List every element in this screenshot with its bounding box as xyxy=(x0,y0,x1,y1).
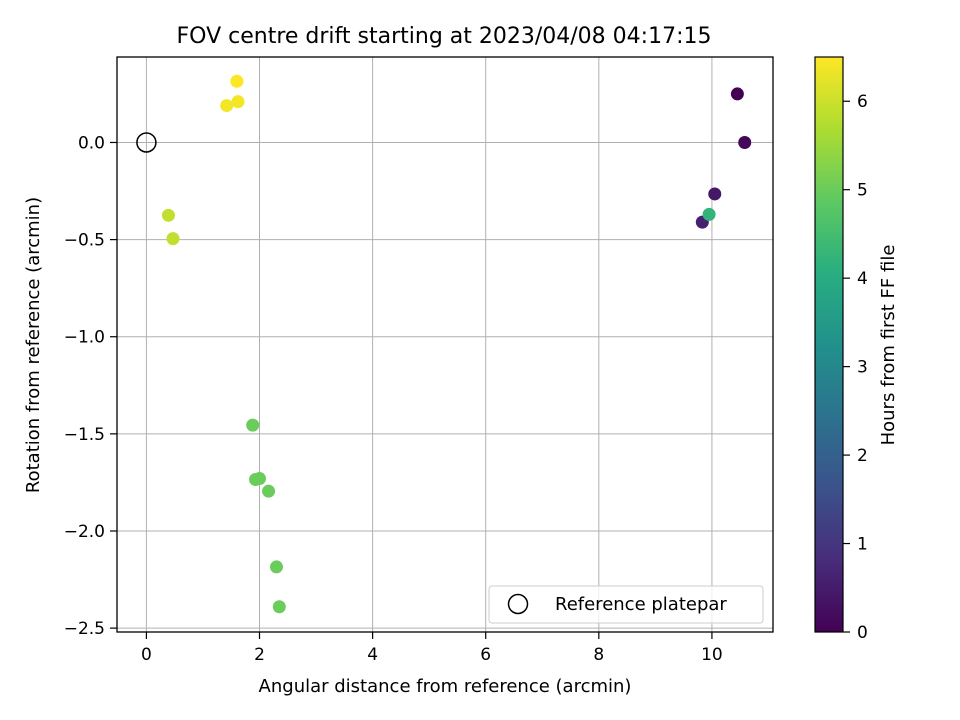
colorbar: 0 1 2 3 4 5 6 Hours from first FF file xyxy=(814,56,899,643)
data-point xyxy=(738,135,752,149)
grid-lines xyxy=(117,57,773,632)
data-point xyxy=(702,207,716,221)
colorbar-tick-label: 3 xyxy=(857,358,868,378)
x-axis-label: Angular distance from reference (arcmin) xyxy=(259,676,632,697)
y-tick-label: 0.0 xyxy=(78,133,105,153)
colorbar-tick-label: 5 xyxy=(857,181,868,201)
colorbar-gradient xyxy=(814,56,844,633)
y-tick-label: −1.5 xyxy=(64,425,105,445)
y-axis-ticks: 0.0 −0.5 −1.0 −1.5 −2.0 −2.5 xyxy=(64,133,117,639)
data-point xyxy=(246,418,260,432)
data-point xyxy=(269,560,283,574)
data-point xyxy=(220,99,234,113)
x-tick-label: 4 xyxy=(367,645,378,665)
colorbar-tick-label: 1 xyxy=(857,535,868,555)
x-axis-ticks: 0 2 4 6 8 10 xyxy=(141,632,723,665)
data-point xyxy=(230,74,244,88)
x-tick-label: 0 xyxy=(141,645,152,665)
data-point xyxy=(166,232,180,246)
y-tick-label: −2.5 xyxy=(64,619,105,639)
plot-frame xyxy=(116,56,774,633)
colorbar-tick-label: 2 xyxy=(857,446,868,466)
data-point xyxy=(231,95,245,109)
data-points xyxy=(161,74,752,614)
y-axis-label: Rotation from reference (arcmin) xyxy=(23,197,44,493)
colorbar-label: Hours from first FF file xyxy=(878,245,899,446)
colorbar-tick-label: 0 xyxy=(857,623,868,643)
colorbar-tick-label: 6 xyxy=(857,92,868,112)
x-tick-label: 6 xyxy=(480,645,491,665)
data-point xyxy=(262,484,276,498)
colorbar-ticks: 0 1 2 3 4 5 6 xyxy=(843,92,868,643)
y-tick-label: −2.0 xyxy=(64,522,105,542)
colorbar-tick-label: 4 xyxy=(857,269,868,289)
x-tick-label: 2 xyxy=(254,645,265,665)
legend-label-reference-platepar: Reference platepar xyxy=(555,594,727,615)
y-tick-label: −0.5 xyxy=(64,231,105,251)
data-point xyxy=(253,472,267,486)
legend-box: Reference platepar xyxy=(488,585,764,624)
y-tick-label: −1.0 xyxy=(64,328,105,348)
reference-platepar-marker xyxy=(136,132,157,153)
data-point xyxy=(272,600,286,614)
x-tick-label: 8 xyxy=(593,645,604,665)
chart-title: FOV centre drift starting at 2023/04/08 … xyxy=(177,24,712,49)
x-tick-label: 10 xyxy=(701,645,723,665)
data-point xyxy=(708,187,722,201)
legend-marker-open-circle xyxy=(507,593,529,615)
data-point xyxy=(161,208,175,222)
data-point xyxy=(730,87,744,101)
